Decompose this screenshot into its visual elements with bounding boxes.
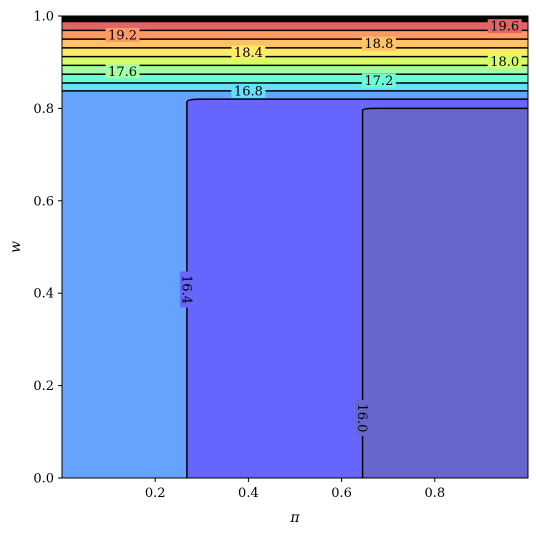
band-fill [62, 56, 528, 66]
contour-label: 17.2 [364, 74, 393, 89]
region-16-4-to-16-8-top [186, 90, 528, 100]
contour-label-bg [231, 83, 266, 98]
y-tick-label: 0.8 [33, 102, 54, 117]
contour-line-16-4 [186, 98, 528, 478]
contour-label: 18.8 [364, 37, 393, 52]
contour-label-bg [487, 19, 522, 34]
contour-label: 17.6 [108, 65, 137, 80]
plot-frame [61, 15, 529, 479]
contour-label-bg [355, 399, 370, 436]
region-below-16-0 [362, 108, 528, 479]
y-tick-label: 0.4 [33, 287, 54, 302]
y-tick-label: 0.2 [33, 379, 54, 394]
y-tick-label: 0.6 [33, 194, 54, 209]
x-axis: 0.2 0.4 0.6 0.8 [145, 478, 445, 501]
contour-label-bg [487, 54, 522, 69]
band-fill [62, 30, 528, 40]
band-fill [62, 39, 528, 48]
band-fill [62, 74, 528, 83]
contour-label: 16.0 [354, 403, 369, 432]
y-tick-label: 0.0 [33, 472, 54, 487]
region-16-0-to-16-4-top [362, 99, 528, 109]
contour-labels: 16.8 17.2 17.6 18.0 18.4 18.8 19.2 19.6 16.4 16.0 [105, 19, 522, 436]
contour-label: 16.8 [234, 84, 263, 99]
contour-label: 18.0 [490, 55, 519, 70]
contour-label: 19.2 [108, 28, 137, 43]
contour-line-16-0 [361, 107, 528, 478]
region-16-4-to-16-8 [62, 90, 187, 479]
y-axis-label: w [8, 241, 24, 253]
x-tick-label: 0.8 [424, 486, 445, 501]
contour-label-bg [105, 27, 140, 42]
contour-label-bg [361, 36, 396, 51]
contour-label: 16.4 [178, 275, 193, 304]
contour-label: 18.4 [234, 46, 263, 61]
band-fill [62, 21, 528, 31]
y-axis: 0.0 0.2 0.4 0.6 0.8 1.0 [33, 10, 62, 487]
band-fill [62, 82, 528, 91]
contour-lines [62, 20, 528, 478]
x-tick-label: 0.4 [238, 486, 259, 501]
contour-label-bg [231, 45, 266, 60]
x-tick-label: 0.2 [145, 486, 166, 501]
contour-label-bg [105, 64, 140, 79]
contour-label-bg [361, 73, 396, 88]
x-axis-label: π [289, 510, 300, 526]
contour-label: 19.6 [490, 20, 519, 35]
band-fill [62, 65, 528, 75]
y-tick-label: 1.0 [33, 10, 54, 25]
contour-fills [62, 16, 528, 479]
x-tick-label: 0.6 [331, 486, 352, 501]
band-fill [62, 47, 528, 57]
band-fill [62, 16, 528, 22]
region-16-0-to-16-4 [186, 99, 363, 478]
contour-label-bg [179, 271, 194, 308]
